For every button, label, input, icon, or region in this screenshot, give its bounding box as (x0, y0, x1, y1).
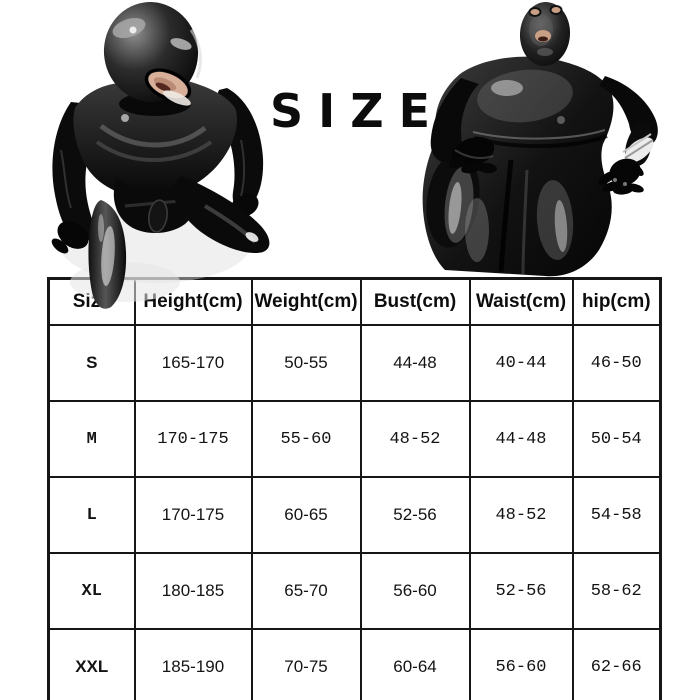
size-row-xl: XL 180-185 65-70 56-60 52-56 58-62 (47, 552, 662, 630)
latex-hood-head (519, 2, 571, 66)
table-cell: M (47, 400, 136, 478)
size-chart-table: Size Height(cm) Weight(cm) Bust(cm) Wais… (47, 277, 662, 700)
table-cell: 48-52 (468, 476, 574, 554)
table-cell: 60-65 (250, 476, 362, 554)
table-cell: 55-60 (250, 400, 362, 478)
table-cell: 44-48 (468, 400, 574, 478)
table-cell: 65-70 (250, 552, 362, 630)
size-row-m: M 170-175 55-60 48-52 44-48 50-54 (47, 400, 662, 478)
size-row-s: S 165-170 50-55 44-48 40-44 46-50 (47, 324, 662, 402)
table-cell: 54-58 (571, 476, 662, 554)
table-cell: L (47, 476, 136, 554)
table-cell: 48-52 (359, 400, 471, 478)
col-header-weight: Weight(cm) (250, 277, 362, 326)
table-cell: 180-185 (133, 552, 253, 630)
left-catsuit-photo (51, 2, 270, 309)
size-row-l: L 170-175 60-65 52-56 48-52 54-58 (47, 476, 662, 554)
right-catsuit-photo (422, 2, 658, 277)
table-cell: XXL (47, 628, 136, 700)
table-cell: 165-170 (133, 324, 253, 402)
table-cell: 52-56 (359, 476, 471, 554)
size-row-xxl: XXL 185-190 70-75 60-64 56-60 62-66 (47, 628, 662, 700)
table-cell: 185-190 (133, 628, 253, 700)
latex-hood-head (103, 2, 202, 106)
table-cell: 56-60 (359, 552, 471, 630)
table-cell: 50-55 (250, 324, 362, 402)
table-cell: 70-75 (250, 628, 362, 700)
table-cell: 44-48 (359, 324, 471, 402)
table-cell: XL (47, 552, 136, 630)
table-cell: 50-54 (571, 400, 662, 478)
col-header-height: Height(cm) (133, 277, 253, 326)
table-cell: 62-66 (571, 628, 662, 700)
table-cell: 60-64 (359, 628, 471, 700)
table-cell: 40-44 (468, 324, 574, 402)
table-cell: 170-175 (133, 476, 253, 554)
table-cell: S (47, 324, 136, 402)
table-cell: 170-175 (133, 400, 253, 478)
table-cell: 46-50 (571, 324, 662, 402)
table-cell: 52-56 (468, 552, 574, 630)
header-row: Size Height(cm) Weight(cm) Bust(cm) Wais… (47, 277, 662, 326)
col-header-bust: Bust(cm) (359, 277, 471, 326)
table-cell: 58-62 (571, 552, 662, 630)
page-title: SIZE (269, 84, 446, 138)
table-cell: 56-60 (468, 628, 574, 700)
col-header-hip: hip(cm) (571, 277, 662, 326)
col-header-waist: Waist(cm) (468, 277, 574, 326)
